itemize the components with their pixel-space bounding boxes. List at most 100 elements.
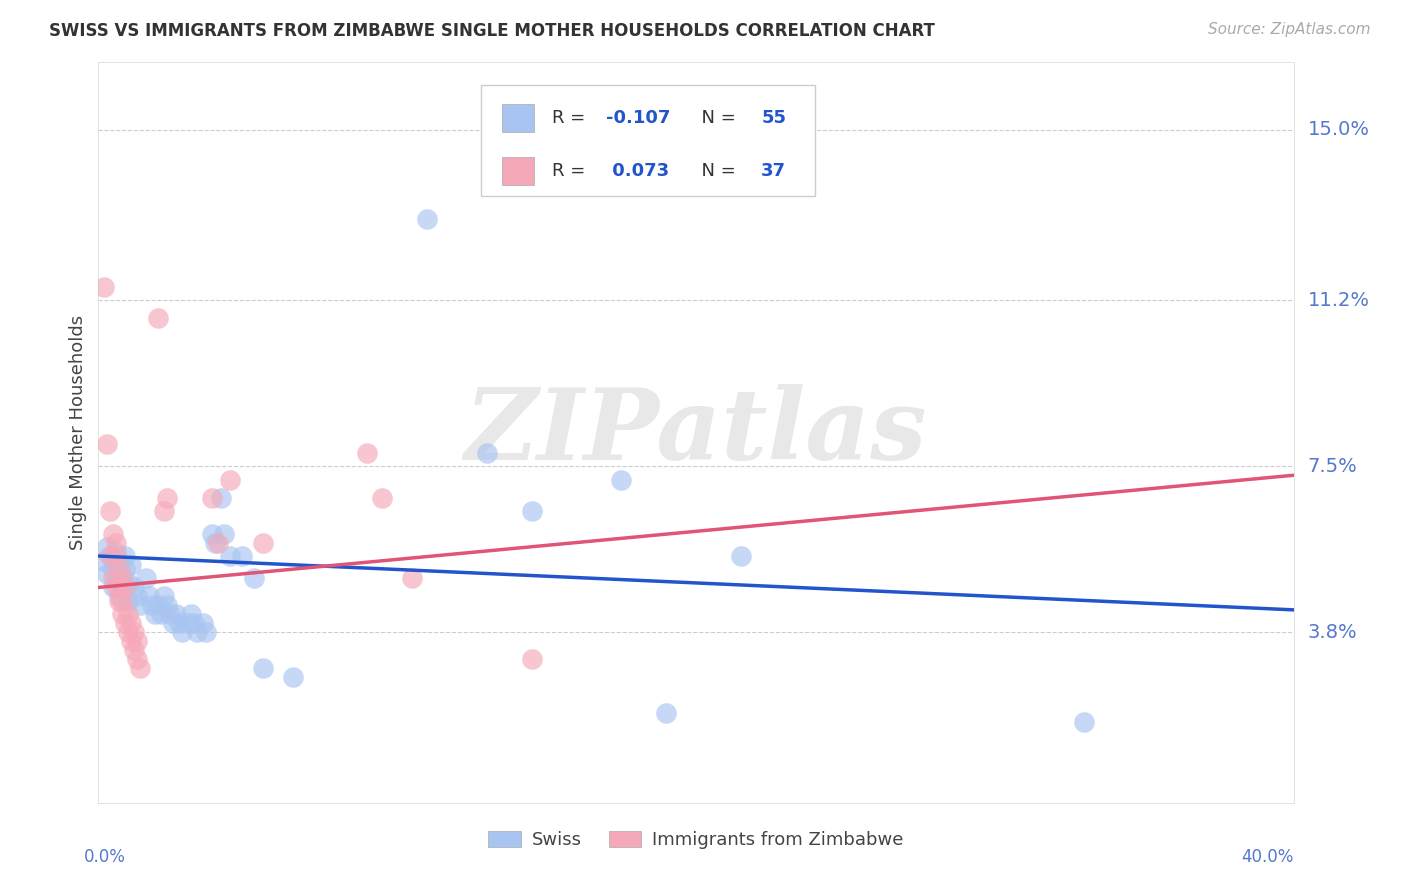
Point <box>111 571 134 585</box>
Point <box>111 571 134 585</box>
Text: N =: N = <box>689 162 741 180</box>
Point <box>180 607 202 622</box>
Point <box>520 652 543 666</box>
Text: Source: ZipAtlas.com: Source: ZipAtlas.com <box>1208 22 1371 37</box>
Text: R =: R = <box>553 109 591 127</box>
Point <box>124 625 146 640</box>
Point <box>108 581 131 595</box>
Point <box>177 616 200 631</box>
Legend: Swiss, Immigrants from Zimbabwe: Swiss, Immigrants from Zimbabwe <box>481 824 911 856</box>
Point <box>183 616 205 631</box>
Text: 0.073: 0.073 <box>606 162 669 180</box>
Text: SWISS VS IMMIGRANTS FROM ZIMBABWE SINGLE MOTHER HOUSEHOLDS CORRELATION CHART: SWISS VS IMMIGRANTS FROM ZIMBABWE SINGLE… <box>49 22 935 40</box>
Point <box>127 634 149 648</box>
Text: 0.0%: 0.0% <box>83 847 125 865</box>
Text: 37: 37 <box>761 162 786 180</box>
Point <box>127 590 149 604</box>
Point <box>195 625 218 640</box>
Point <box>219 473 242 487</box>
Text: N =: N = <box>689 109 741 127</box>
Point <box>96 437 118 451</box>
Point <box>356 446 378 460</box>
Point <box>231 549 253 563</box>
Point <box>150 607 173 622</box>
Point <box>93 280 115 294</box>
Text: 3.8%: 3.8% <box>1308 623 1357 641</box>
Point <box>165 607 187 622</box>
Point <box>127 652 149 666</box>
Point <box>120 634 142 648</box>
Text: 55: 55 <box>761 109 786 127</box>
Point <box>212 526 235 541</box>
Point <box>120 616 142 631</box>
Point <box>103 581 125 595</box>
Point <box>111 607 134 622</box>
Point <box>186 625 208 640</box>
Point <box>1073 714 1095 729</box>
Point <box>98 504 122 518</box>
Point <box>96 566 118 581</box>
Point <box>98 549 122 563</box>
Point <box>159 607 181 622</box>
Point <box>252 535 274 549</box>
Point <box>114 549 136 563</box>
Point <box>162 616 184 631</box>
Point <box>117 576 139 591</box>
Point <box>114 562 136 576</box>
Point <box>219 549 242 563</box>
Point <box>204 535 226 549</box>
Point <box>167 616 190 631</box>
Point <box>96 540 118 554</box>
Point <box>371 491 394 505</box>
Point <box>172 625 194 640</box>
Point <box>105 535 128 549</box>
FancyBboxPatch shape <box>502 103 534 132</box>
Point <box>117 594 139 608</box>
Point <box>610 473 633 487</box>
FancyBboxPatch shape <box>502 157 534 186</box>
Point <box>111 594 134 608</box>
Point <box>103 562 125 576</box>
Point <box>117 625 139 640</box>
Point <box>124 581 146 595</box>
Point <box>105 549 128 563</box>
Point <box>520 504 543 518</box>
Text: 7.5%: 7.5% <box>1308 457 1358 475</box>
Point <box>108 594 131 608</box>
Point <box>105 571 128 585</box>
Point <box>141 599 163 613</box>
Point <box>148 599 170 613</box>
Point <box>401 571 423 585</box>
Point <box>138 590 160 604</box>
Point <box>730 549 752 563</box>
Text: 11.2%: 11.2% <box>1308 291 1369 310</box>
Point <box>655 706 678 720</box>
Text: 15.0%: 15.0% <box>1308 120 1369 139</box>
Text: -0.107: -0.107 <box>606 109 671 127</box>
Point <box>108 558 131 572</box>
Point <box>124 643 146 657</box>
Point <box>416 212 439 227</box>
Point <box>191 616 214 631</box>
Point <box>98 549 122 563</box>
Y-axis label: Single Mother Households: Single Mother Households <box>69 315 87 550</box>
Point <box>114 581 136 595</box>
Point <box>243 571 266 585</box>
Point <box>117 607 139 622</box>
Point <box>103 571 125 585</box>
Point <box>120 558 142 572</box>
Point <box>252 661 274 675</box>
Point <box>475 446 498 460</box>
Point <box>201 491 224 505</box>
Point <box>156 491 179 505</box>
Point <box>129 599 152 613</box>
FancyBboxPatch shape <box>481 85 815 195</box>
Point <box>103 526 125 541</box>
Point <box>108 562 131 576</box>
Point <box>156 599 179 613</box>
Point <box>207 535 229 549</box>
Point <box>148 311 170 326</box>
Point <box>111 581 134 595</box>
Point <box>129 661 152 675</box>
Point <box>114 616 136 631</box>
